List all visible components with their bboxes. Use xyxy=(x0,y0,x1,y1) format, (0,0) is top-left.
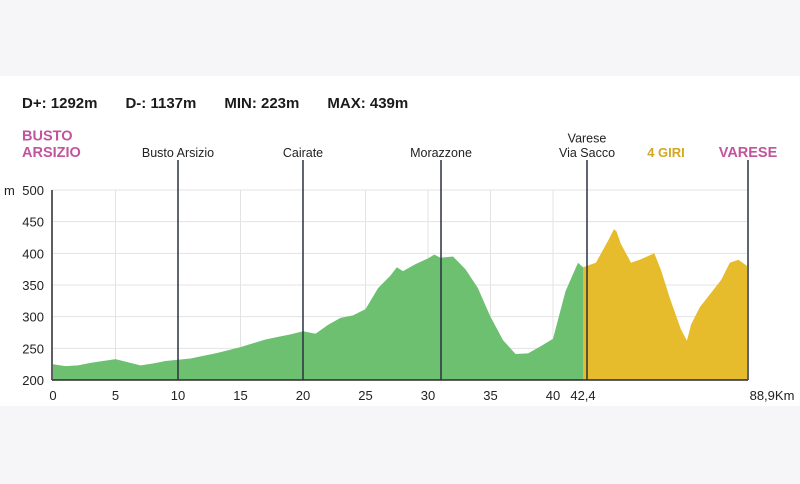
location-label: Morazzone xyxy=(410,146,472,160)
x-tick-label: 20 xyxy=(296,388,310,403)
x-tick-label: 42,4 xyxy=(570,388,595,403)
location-label: Via Sacco xyxy=(559,146,615,160)
x-tick-label: 88,9Km xyxy=(750,388,795,403)
x-tick-label: 30 xyxy=(421,388,435,403)
location-label: VARESE xyxy=(719,145,778,161)
approach-area xyxy=(53,254,583,380)
x-tick-label: 15 xyxy=(233,388,247,403)
y-tick-label: 500 xyxy=(22,183,44,198)
x-tick-label: 25 xyxy=(358,388,372,403)
stats-bar: D+: 1292m D-: 1137m MIN: 223m MAX: 439m xyxy=(22,95,408,115)
laps-area xyxy=(583,229,747,380)
y-tick-label: 350 xyxy=(22,278,44,293)
location-label: Varese xyxy=(568,132,607,146)
elevation-loss: D-: 1137m xyxy=(125,95,197,112)
min-altitude: MIN: 223m xyxy=(224,95,300,112)
y-tick-label: 400 xyxy=(22,246,44,261)
location-label: BUSTO xyxy=(22,129,73,145)
y-tick-label: 450 xyxy=(22,215,44,230)
x-tick-label: 5 xyxy=(112,388,119,403)
location-label: Cairate xyxy=(283,146,323,160)
x-tick-label: 35 xyxy=(483,388,497,403)
location-label: ARSIZIO xyxy=(22,145,81,161)
x-tick-label: 10 xyxy=(171,388,185,403)
location-label: Busto Arsizio xyxy=(142,146,214,160)
y-tick-label: 250 xyxy=(22,341,44,356)
elevation-gain: D+: 1292m xyxy=(22,95,98,112)
y-tick-label: 300 xyxy=(22,310,44,325)
y-unit-label: m xyxy=(4,183,15,198)
location-label: 4 GIRI xyxy=(647,145,685,160)
x-tick-label: 0 xyxy=(49,388,56,403)
x-tick-label: 40 xyxy=(546,388,560,403)
y-tick-label: 200 xyxy=(22,373,44,388)
max-altitude: MAX: 439m xyxy=(327,95,409,112)
